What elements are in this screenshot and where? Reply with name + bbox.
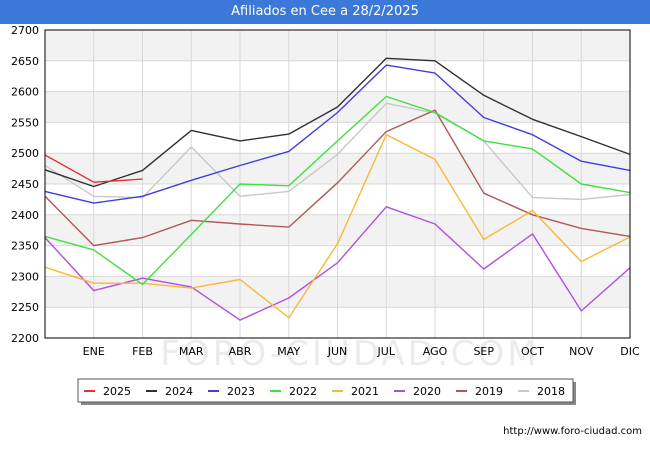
x-tick-label: ENE bbox=[83, 345, 105, 358]
series-line-2021 bbox=[44, 133, 631, 319]
series-line-2018 bbox=[44, 102, 631, 201]
series-lines bbox=[44, 57, 631, 321]
legend-label-2024: 2024 bbox=[165, 385, 193, 398]
x-tick-label: MAY bbox=[277, 345, 300, 358]
y-tick-label: 2400 bbox=[11, 209, 39, 222]
legend: 2025 2024 2023 2022 2021 2020 2019 2018 bbox=[77, 378, 576, 405]
legend-label-2021: 2021 bbox=[351, 385, 379, 398]
x-tick-label: MAR bbox=[179, 345, 204, 358]
y-tick-label: 2500 bbox=[11, 147, 39, 160]
x-tick-label: JUN bbox=[327, 345, 348, 358]
x-tick-label: OCT bbox=[521, 345, 544, 358]
x-tick-label: AGO bbox=[423, 345, 448, 358]
y-tick-label: 2650 bbox=[11, 55, 39, 68]
x-tick-label: NOV bbox=[569, 345, 594, 358]
y-axis-ticks: 2200 2250 2300 2350 2400 2450 2500 2550 2600 2650… bbox=[11, 24, 39, 345]
series-line-2024 bbox=[44, 57, 631, 188]
series-line-2019 bbox=[44, 109, 631, 247]
series-line-2025 bbox=[44, 154, 143, 183]
y-tick-label: 2700 bbox=[11, 24, 39, 37]
y-tick-label: 2250 bbox=[11, 301, 39, 314]
series-line-2022 bbox=[44, 95, 631, 286]
plot-border bbox=[44, 29, 631, 339]
legend-label-2022: 2022 bbox=[289, 385, 317, 398]
x-tick-label: JUL bbox=[377, 345, 396, 358]
chart-title: Afiliados en Cee a 28/2/2025 bbox=[0, 0, 650, 24]
series-line-2020 bbox=[44, 206, 631, 321]
x-tick-label: ABR bbox=[229, 345, 252, 358]
y-tick-label: 2350 bbox=[11, 240, 39, 253]
legend-label-2019: 2019 bbox=[475, 385, 503, 398]
legend-box bbox=[77, 378, 574, 403]
x-tick-label: FEB bbox=[132, 345, 153, 358]
y-tick-label: 2600 bbox=[11, 86, 39, 99]
y-tick-label: 2550 bbox=[11, 116, 39, 129]
legend-label-2023: 2023 bbox=[227, 385, 255, 398]
legend-label-2025: 2025 bbox=[103, 385, 131, 398]
x-axis-ticks: ENE FEB MAR ABR MAY JUN JUL AGO SEP OCT NOV DIC bbox=[83, 345, 640, 358]
watermark: FORO-CIUDAD.COM bbox=[160, 334, 539, 374]
series-line-2023 bbox=[44, 64, 631, 204]
source-credit: http://www.foro-ciudad.com bbox=[503, 426, 642, 437]
x-tick-label: DIC bbox=[620, 345, 640, 358]
legend-label-2020: 2020 bbox=[413, 385, 441, 398]
y-tick-label: 2200 bbox=[11, 332, 39, 345]
legend-label-2018: 2018 bbox=[537, 385, 565, 398]
y-tick-label: 2300 bbox=[11, 270, 39, 283]
x-tick-label: SEP bbox=[473, 345, 494, 358]
y-tick-label: 2450 bbox=[11, 178, 39, 191]
